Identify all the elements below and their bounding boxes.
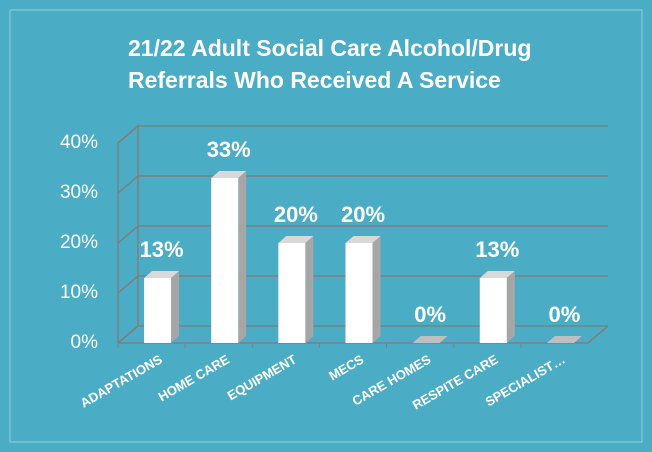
bar-side <box>305 236 314 343</box>
bar-top <box>479 271 515 278</box>
grid-line <box>117 275 608 294</box>
bar-side <box>372 236 381 343</box>
y-tick-label: 30% <box>60 182 98 203</box>
data-label: 13% <box>140 237 184 262</box>
grid-line <box>117 175 608 194</box>
bar-top <box>278 236 314 243</box>
bar-side <box>171 271 180 343</box>
bar-top <box>345 236 381 243</box>
bar-side <box>238 171 247 343</box>
bar <box>479 278 507 343</box>
bar-top <box>211 171 247 178</box>
data-label: 20% <box>341 202 385 227</box>
bar-side <box>506 271 515 343</box>
floor <box>118 325 609 344</box>
bar <box>211 178 239 343</box>
bar-top <box>412 336 448 343</box>
grid-line <box>117 325 608 344</box>
chart-title: 21/22 Adult Social Care Alcohol/Drug <box>128 35 531 61</box>
y-tick-label: 40% <box>60 132 98 153</box>
bar <box>345 243 373 343</box>
data-label: 0% <box>549 302 581 327</box>
data-label: 33% <box>207 137 251 162</box>
data-label: 20% <box>274 202 318 227</box>
y-tick-label: 0% <box>71 332 99 353</box>
grid-line <box>117 125 608 144</box>
grid-line <box>117 225 608 244</box>
chart-title: Referrals Who Received A Service <box>128 67 501 93</box>
bar <box>278 243 306 343</box>
data-label: 13% <box>475 237 519 262</box>
frame <box>9 9 643 443</box>
y-tick-label: 10% <box>60 282 98 303</box>
bar <box>144 278 172 343</box>
data-label: 0% <box>414 302 446 327</box>
y-tick-label: 20% <box>60 232 98 253</box>
bar-top <box>144 271 180 278</box>
bar-top <box>546 336 582 343</box>
